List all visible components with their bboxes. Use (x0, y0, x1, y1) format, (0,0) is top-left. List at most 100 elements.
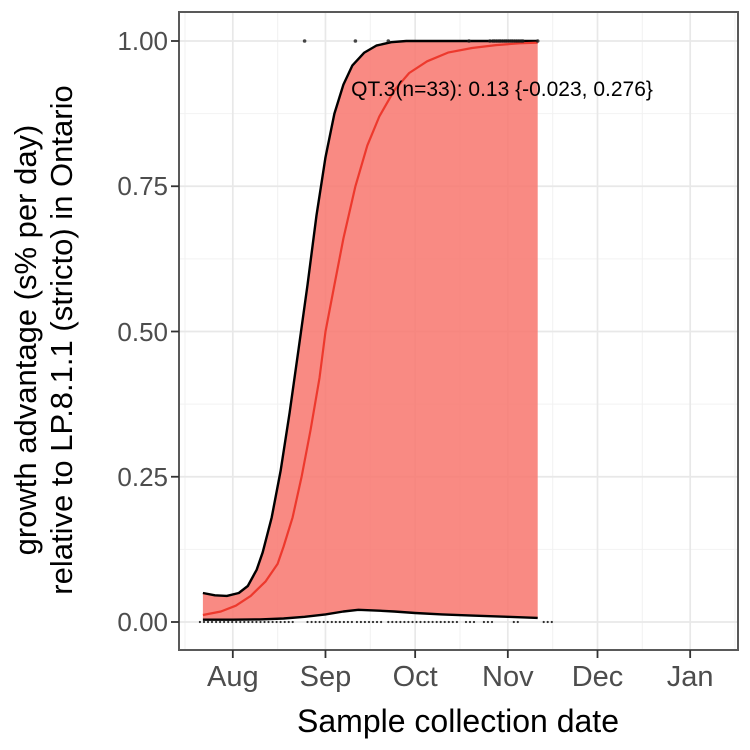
observation-point-zero (490, 620, 494, 624)
observation-point-one (521, 39, 525, 43)
observation-point-zero (380, 620, 383, 624)
observation-point-zero (355, 620, 358, 624)
observation-point-zero (223, 620, 226, 624)
observation-point-zero (455, 620, 458, 624)
observation-point-zero (215, 620, 218, 624)
observation-point-zero (435, 620, 438, 624)
y-tick-label: 1.00 (117, 26, 168, 56)
x-tick-label: Jan (666, 661, 714, 693)
observation-point-zero (546, 620, 549, 624)
observation-point-zero (411, 620, 414, 624)
x-tick-label: Oct (392, 661, 438, 693)
x-tick-label: Nov (482, 661, 534, 693)
observation-point-zero (243, 620, 246, 624)
observation-point-zero (310, 620, 313, 624)
observation-point-zero (206, 620, 210, 624)
observation-point-zero (407, 620, 410, 624)
observation-point-zero (322, 620, 325, 624)
x-tick-label: Sep (299, 661, 352, 693)
observation-point-zero (472, 620, 476, 624)
observation-point-zero (255, 620, 258, 624)
observation-point-one (467, 39, 471, 43)
estimate-annotation: QT.3(n=33): 0.13 {-0.023, 0.276} (351, 78, 653, 101)
observation-point-zero (482, 620, 485, 624)
y-tick-label: 0.25 (117, 461, 168, 492)
observation-point-zero (427, 620, 430, 624)
observation-point-zero (306, 620, 309, 624)
observation-point-zero (439, 620, 442, 624)
observation-point-zero (219, 620, 222, 624)
x-tick-label: Dec (571, 661, 624, 693)
observation-point-zero (330, 620, 333, 624)
observation-point-zero (447, 620, 450, 624)
observation-point-zero (516, 620, 519, 624)
observation-point-zero (326, 620, 329, 624)
observation-point-zero (375, 620, 379, 624)
observation-point-zero (423, 620, 426, 624)
observation-point-zero (247, 620, 250, 624)
x-axis-title: Sample collection date (297, 703, 619, 739)
observation-point-zero (334, 620, 337, 624)
mean-estimate-line (202, 41, 538, 617)
observation-point-zero (271, 620, 274, 624)
observation-point-zero (251, 620, 254, 624)
observation-point-zero (275, 620, 278, 624)
observation-point-zero (202, 620, 206, 624)
observation-point-zero (419, 620, 422, 624)
y-axis-title-line2: relative to LP.8.1.1 (stricto) in Ontari… (44, 85, 79, 595)
y-axis-title-line1: growth advantage (s% per day) (8, 124, 43, 556)
observation-point-zero (267, 620, 270, 624)
y-tick-label: 0.50 (117, 316, 168, 347)
observation-point-zero (314, 620, 317, 624)
observation-point-zero (287, 620, 290, 624)
observation-point-zero (387, 620, 390, 624)
observation-point-zero (210, 620, 214, 624)
observation-point-zero (283, 620, 286, 624)
observation-point-zero (231, 620, 234, 624)
observation-point-zero (451, 620, 454, 624)
observation-point-zero (346, 620, 349, 624)
observation-point-one (386, 39, 391, 43)
observation-point-zero (359, 620, 362, 624)
observation-point-zero (468, 620, 472, 624)
observation-point-zero (338, 620, 341, 624)
observation-point-zero (318, 620, 321, 624)
observation-point-one (535, 39, 540, 43)
observation-point-zero (395, 620, 398, 624)
y-axis-title: growth advantage (s% per day) relative t… (8, 0, 82, 690)
observation-point-zero (350, 620, 353, 624)
observation-point-one (353, 39, 358, 43)
observation-point-zero (486, 620, 489, 624)
confidence-band (202, 41, 538, 620)
observation-point-zero (399, 620, 402, 624)
observation-point-zero (291, 620, 294, 624)
observation-point-zero (363, 620, 366, 624)
observation-point-zero (403, 620, 406, 624)
observation-point-zero (431, 620, 434, 624)
observation-point-zero (464, 620, 468, 624)
observation-point-zero (367, 620, 371, 624)
observation-point-zero (542, 620, 545, 624)
ci-lower-line (202, 608, 538, 621)
observation-point-zero (235, 620, 238, 624)
observation-point-zero (550, 620, 553, 624)
observation-point-zero (263, 620, 266, 624)
x-tick-label: Aug (206, 661, 259, 693)
observation-point-zero (415, 620, 418, 624)
observation-point-zero (443, 620, 446, 624)
y-tick-label: 0.75 (117, 171, 168, 202)
observation-point-zero (198, 620, 201, 624)
observation-point-one (488, 39, 492, 43)
observation-point-zero (279, 620, 282, 624)
observation-point-zero (239, 620, 242, 624)
observation-point-zero (512, 620, 515, 624)
ci-upper-line (202, 39, 538, 598)
observation-point-one (302, 39, 307, 43)
y-tick-label: 0.00 (117, 607, 168, 637)
observation-point-zero (371, 620, 375, 624)
observation-point-zero (259, 620, 262, 624)
observation-point-zero (391, 620, 394, 624)
observation-point-zero (227, 620, 230, 624)
